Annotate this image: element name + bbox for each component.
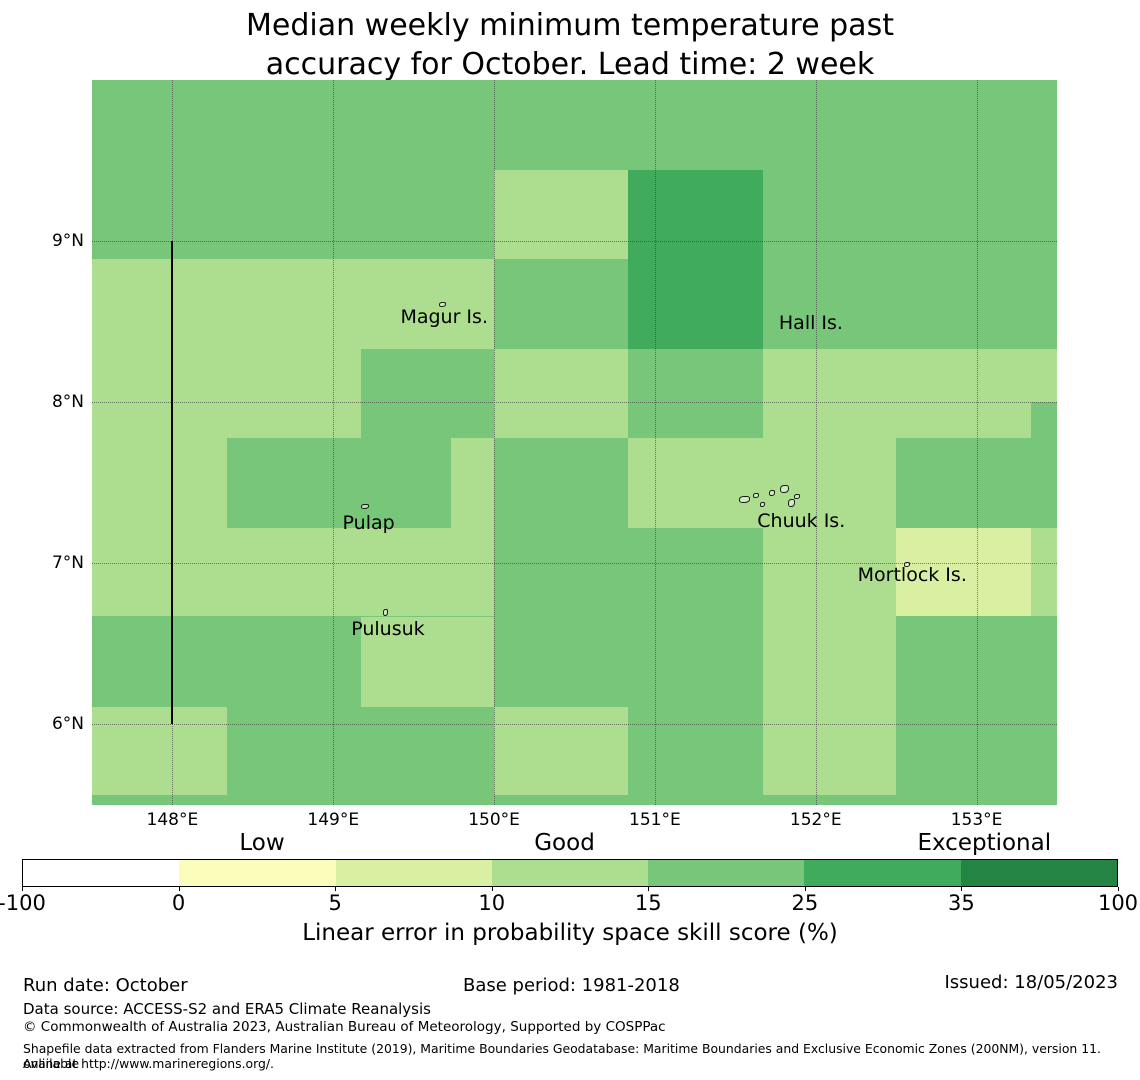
mortlock-islet	[903, 561, 910, 567]
colorbar-category-label: Low	[239, 830, 285, 856]
state-boundary-line	[171, 241, 174, 725]
skill-cell-region	[494, 349, 628, 438]
colorbar-tick-label: 5	[328, 891, 342, 915]
chuuk-islet	[752, 492, 759, 498]
colorbar-category-label: Exceptional	[917, 830, 1052, 856]
chuuk-islet	[794, 494, 801, 500]
skill-cell-region	[494, 170, 628, 259]
colorbar-tick-mark	[961, 887, 963, 891]
colorbar-segment	[960, 860, 1117, 886]
colorbar-segment	[23, 860, 180, 886]
x-tick-label: 149°E	[307, 810, 360, 830]
skill-cell-region	[92, 706, 228, 796]
colorbar-axis-label: Linear error in probability space skill …	[302, 920, 838, 946]
meridian-gridline	[976, 80, 978, 805]
colorbar-tick-mark	[335, 887, 337, 891]
place-label: Mortlock Is.	[857, 563, 967, 586]
base-period-text: Base period: 1981-2018	[463, 975, 680, 996]
y-axis-tick-labels: 9°N 8°N 7°N 6°N	[0, 80, 84, 805]
skill-cell-region	[1031, 527, 1057, 617]
pulap-islet	[360, 503, 369, 509]
skill-cell-region	[360, 616, 495, 707]
colorbar-tick-label: 100	[1097, 891, 1139, 915]
y-tick-label: 6°N	[51, 714, 84, 735]
x-axis-tick-labels: 148°E 149°E 150°E 151°E 152°E 153°E	[92, 810, 1057, 834]
place-label: Hall Is.	[778, 312, 843, 335]
colorbar-segment	[335, 860, 492, 886]
skill-cell-region	[450, 437, 495, 528]
x-tick-label: 151°E	[629, 810, 681, 830]
place-label: Pulusuk	[351, 618, 425, 641]
colorbar-tick-mark	[1118, 887, 1119, 891]
meridian-gridline	[494, 80, 496, 805]
parallel-gridline	[92, 402, 1057, 404]
skill-cell-region	[627, 437, 897, 528]
chuuk-islet	[759, 502, 765, 508]
chart-title-line2: accuracy for October. Lead time: 2 week	[265, 47, 875, 82]
y-tick-label: 8°N	[51, 392, 84, 413]
colorbar-tick-label: -100	[0, 891, 46, 915]
parallel-gridline	[92, 563, 1057, 565]
colorbar-segment	[179, 860, 336, 886]
x-tick-label: 150°E	[468, 810, 520, 830]
y-tick-label: 9°N	[51, 231, 84, 252]
colorbar-tick-mark	[648, 887, 650, 891]
skill-cell-region	[627, 170, 763, 350]
shapefile-attribution-line1: Shapefile data extracted from Flanders M…	[23, 1041, 1101, 1071]
copyright-text: © Commonwealth of Australia 2023, Austra…	[23, 1019, 666, 1035]
colorbar-category-label: Good	[534, 830, 595, 856]
colorbar-category-labels: Low Good Exceptional	[22, 826, 1118, 856]
x-tick-label: 152°E	[789, 810, 842, 830]
colorbar-segment	[648, 860, 805, 886]
colorbar-tick-label: 10	[478, 891, 506, 915]
colorbar	[22, 859, 1118, 887]
map-plot: Magur Is. Hall Is. Pulap Chuuk Is. Mortlock …	[92, 80, 1057, 805]
colorbar-tick-label: 15	[634, 891, 662, 915]
issued-date-text: Issued: 18/05/2023	[944, 972, 1118, 993]
skill-cell-region	[92, 527, 495, 617]
chuuk-islet	[768, 490, 775, 497]
colorbar-tick-label: 0	[171, 891, 186, 915]
x-tick-label: 148°E	[146, 810, 199, 830]
colorbar-tick-mark	[178, 887, 180, 891]
y-tick-label: 7°N	[51, 553, 84, 574]
skill-cell-region	[92, 349, 361, 438]
data-source-text: Data source: ACCESS-S2 and ERA5 Climate …	[23, 1000, 431, 1018]
chuuk-islet	[738, 496, 750, 504]
shapefile-attribution-line2: online at http://www.marineregions.org/.	[23, 1056, 274, 1071]
chart-title: Median weekly minimum temperature past a…	[0, 6, 1140, 84]
colorbar-tick-mark	[22, 887, 23, 891]
parallel-gridline	[92, 241, 1057, 243]
x-tick-label: 153°E	[950, 810, 1003, 830]
skill-cell-region	[762, 349, 1032, 438]
chuuk-islet	[787, 499, 795, 508]
meridian-gridline	[333, 80, 335, 805]
colorbar-tick-labels: -100 0 5 10 15 25 35 100	[0, 887, 1138, 917]
parallel-gridline	[92, 724, 1057, 726]
place-label: Magur Is.	[400, 305, 488, 328]
meridian-gridline	[815, 80, 817, 805]
chart-title-line1: Median weekly minimum temperature past	[246, 8, 894, 43]
skill-cell-region	[762, 527, 897, 796]
colorbar-segment	[804, 860, 961, 886]
skill-cell-region	[92, 437, 228, 528]
skill-cell-region	[1031, 349, 1057, 403]
colorbar-tick-mark	[491, 887, 493, 891]
skill-cell-region	[92, 258, 495, 350]
place-label: Pulap	[342, 512, 395, 535]
skill-cell-region	[494, 706, 628, 796]
magur-islet	[438, 302, 446, 308]
skill-cell-region	[896, 527, 1032, 617]
run-date-text: Run date: October	[23, 975, 188, 996]
colorbar-tick-label: 25	[791, 891, 819, 915]
colorbar-tick-mark	[804, 887, 806, 891]
pulusuk-islet	[383, 609, 389, 617]
meridian-gridline	[654, 80, 656, 805]
chuuk-islet	[780, 484, 790, 493]
colorbar-segment	[491, 860, 649, 886]
place-label: Chuuk Is.	[757, 510, 846, 533]
colorbar-tick-label: 35	[948, 891, 975, 915]
